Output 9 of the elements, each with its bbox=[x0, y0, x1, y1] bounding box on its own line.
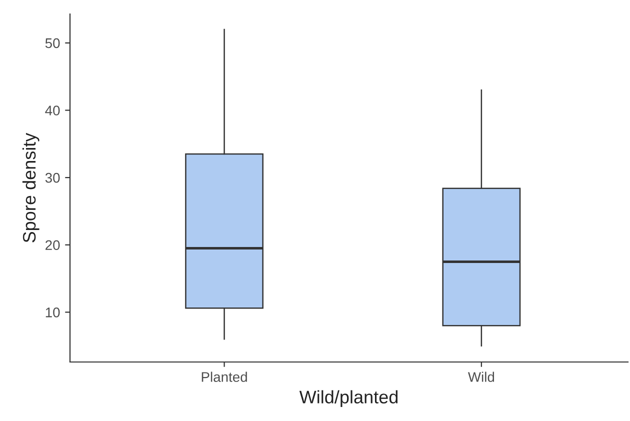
y-tick-label: 20 bbox=[46, 240, 60, 250]
y-tick-label: 50 bbox=[45, 38, 60, 48]
x-tick-label: Wild bbox=[468, 372, 494, 382]
x-axis-title: Wild/planted bbox=[299, 390, 398, 408]
y-axis-title: Spore density bbox=[22, 132, 40, 242]
x-tick-label: Planted bbox=[202, 372, 247, 382]
y-tick-label: 40 bbox=[45, 106, 60, 116]
y-tick-label: 10 bbox=[46, 308, 60, 318]
y-tick-label: 30 bbox=[45, 172, 60, 183]
